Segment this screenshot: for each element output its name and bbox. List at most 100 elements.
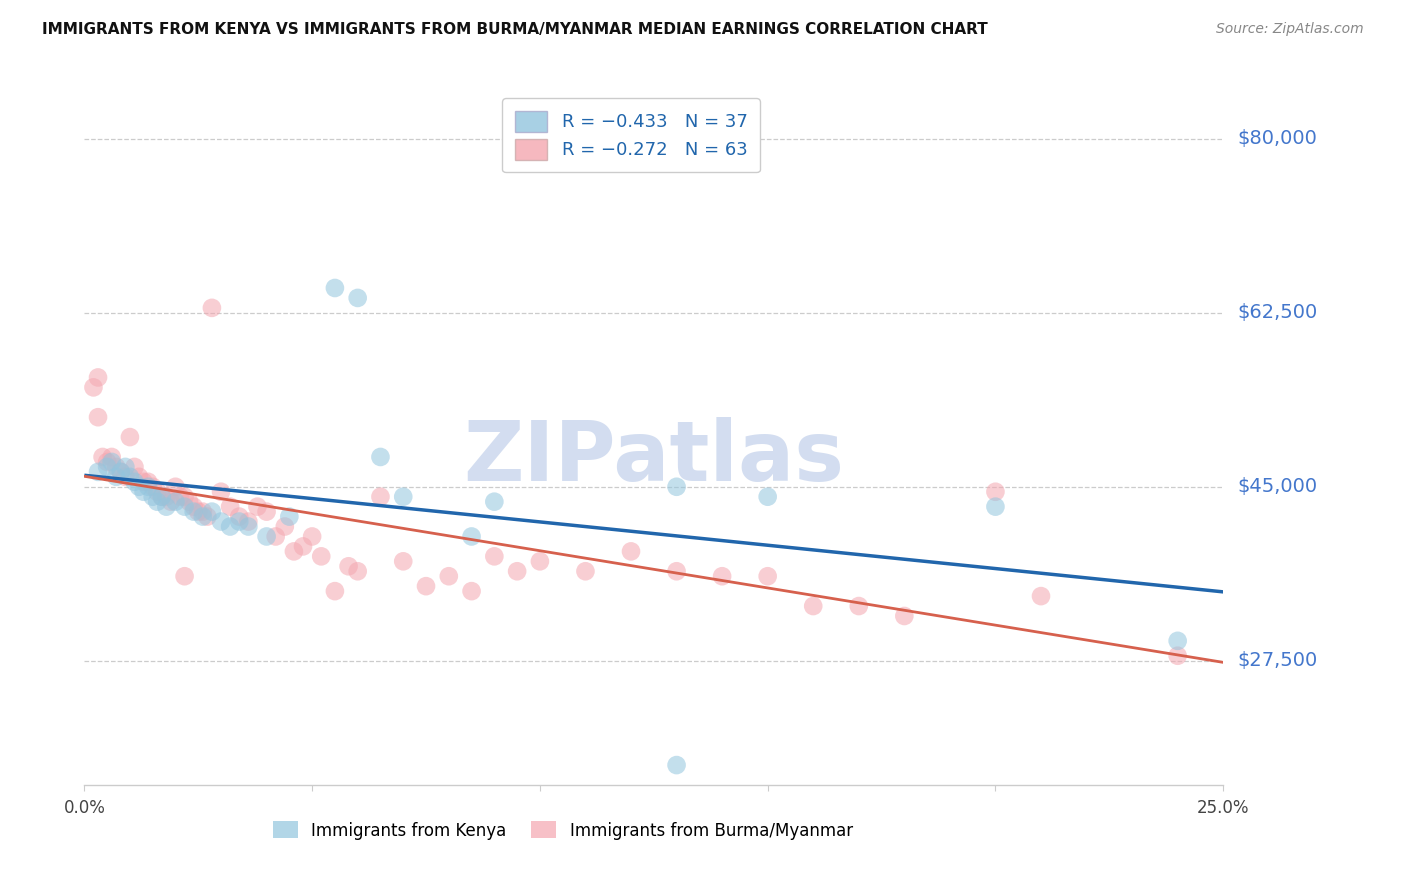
Point — [219, 500, 242, 514]
Point — [124, 475, 146, 489]
Point — [309, 549, 332, 564]
Text: Source: ZipAtlas.com: Source: ZipAtlas.com — [1216, 22, 1364, 37]
Point — [278, 509, 301, 524]
Text: $45,000: $45,000 — [1237, 477, 1317, 496]
Point — [283, 544, 305, 558]
Point — [437, 569, 460, 583]
Point — [665, 758, 688, 772]
Point — [346, 291, 368, 305]
Point — [128, 480, 150, 494]
Point — [142, 490, 165, 504]
Text: $27,500: $27,500 — [1237, 651, 1317, 670]
Point — [370, 450, 392, 464]
Point — [301, 529, 323, 543]
Point — [219, 519, 242, 533]
Point — [292, 540, 315, 554]
Point — [209, 515, 232, 529]
Point — [169, 490, 191, 504]
Point — [484, 494, 506, 508]
Point — [150, 490, 173, 504]
Point — [155, 500, 177, 514]
Point — [228, 515, 250, 529]
Point — [173, 569, 195, 583]
Point — [848, 599, 870, 613]
Point — [146, 484, 169, 499]
Point — [370, 490, 392, 504]
Point — [392, 554, 415, 568]
Point — [620, 544, 643, 558]
Point — [165, 480, 187, 494]
Point — [179, 494, 201, 508]
Point — [187, 505, 209, 519]
Point — [484, 549, 506, 564]
Point — [150, 490, 173, 504]
Point — [195, 509, 218, 524]
Point — [191, 509, 214, 524]
Text: $80,000: $80,000 — [1237, 129, 1317, 148]
Point — [392, 490, 415, 504]
Point — [146, 494, 169, 508]
Point — [173, 490, 195, 504]
Point — [136, 475, 159, 489]
Point — [574, 564, 596, 578]
Point — [1029, 589, 1052, 603]
Point — [114, 470, 136, 484]
Point — [460, 584, 482, 599]
Point — [118, 430, 141, 444]
Point — [756, 490, 779, 504]
Point — [256, 505, 278, 519]
Point — [984, 484, 1007, 499]
Point — [323, 281, 346, 295]
Point — [132, 475, 155, 489]
Point — [136, 480, 159, 494]
Text: $62,500: $62,500 — [1237, 303, 1317, 322]
Point — [110, 465, 132, 479]
Point — [191, 505, 214, 519]
Point — [711, 569, 734, 583]
Point — [415, 579, 437, 593]
Point — [183, 505, 205, 519]
Point — [256, 529, 278, 543]
Point — [238, 519, 260, 533]
Point — [128, 470, 150, 484]
Point — [87, 370, 110, 384]
Point — [82, 380, 104, 394]
Point — [337, 559, 360, 574]
Point — [264, 529, 287, 543]
Point — [201, 301, 224, 315]
Point — [209, 484, 232, 499]
Point — [114, 459, 136, 474]
Point — [100, 450, 122, 464]
Point — [96, 455, 118, 469]
Point — [91, 450, 114, 464]
Point — [460, 529, 482, 543]
Point — [801, 599, 824, 613]
Point — [665, 564, 688, 578]
Point — [228, 509, 250, 524]
Point — [893, 609, 915, 624]
Point — [173, 500, 195, 514]
Point — [506, 564, 529, 578]
Point — [183, 500, 205, 514]
Point — [142, 480, 165, 494]
Point — [274, 519, 297, 533]
Point — [118, 470, 141, 484]
Point — [87, 410, 110, 425]
Point — [984, 500, 1007, 514]
Point — [105, 470, 128, 484]
Point — [105, 459, 128, 474]
Point — [1167, 648, 1189, 663]
Point — [238, 515, 260, 529]
Point — [110, 465, 132, 479]
Point — [132, 484, 155, 499]
Text: ZIPatlas: ZIPatlas — [464, 417, 844, 499]
Point — [665, 480, 688, 494]
Point — [346, 564, 368, 578]
Text: IMMIGRANTS FROM KENYA VS IMMIGRANTS FROM BURMA/MYANMAR MEDIAN EARNINGS CORRELATI: IMMIGRANTS FROM KENYA VS IMMIGRANTS FROM… — [42, 22, 988, 37]
Point — [323, 584, 346, 599]
Point — [124, 459, 146, 474]
Point — [160, 494, 183, 508]
Point — [100, 455, 122, 469]
Point — [201, 505, 224, 519]
Legend: Immigrants from Kenya, Immigrants from Burma/Myanmar: Immigrants from Kenya, Immigrants from B… — [266, 814, 859, 847]
